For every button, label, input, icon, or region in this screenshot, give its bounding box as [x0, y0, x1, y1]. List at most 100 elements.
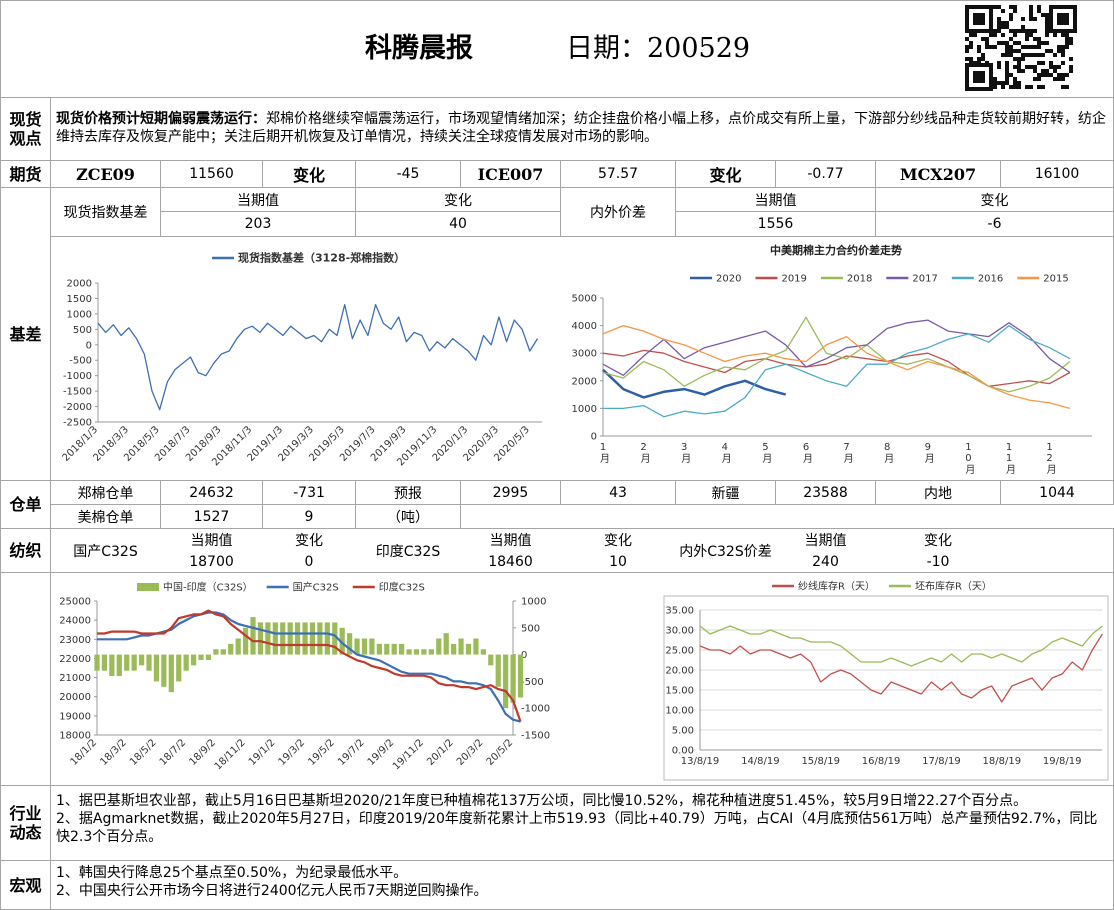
y-tick-label: 10.00 [665, 706, 694, 717]
x-tick-label: 18/11/2 [213, 737, 248, 772]
bar [436, 638, 442, 655]
qr-module [1017, 29, 1021, 33]
legend-label: 2020 [716, 274, 741, 285]
section-label: 仓单 [0, 480, 51, 529]
textile-cell: 变化 [924, 532, 952, 549]
qr-module [1017, 57, 1021, 61]
qr-module [1025, 53, 1029, 57]
y2-tick-label: 500 [521, 623, 540, 634]
x-tick-label: 12月 [1044, 442, 1056, 475]
qr-module [1029, 53, 1033, 57]
legend-label: 2015 [1043, 274, 1068, 285]
bar [198, 654, 204, 660]
y-tick-label: 24000 [59, 616, 91, 627]
bar [153, 654, 160, 682]
qr-module [1045, 29, 1049, 33]
y-tick-label: 2000 [572, 376, 597, 387]
header-frame [0, 0, 1114, 98]
x-tick-label: 7月 [841, 442, 853, 464]
bar [168, 654, 174, 693]
bar [101, 654, 108, 671]
qr-module [1013, 57, 1017, 61]
qr-module [1033, 53, 1037, 57]
y2-tick-label: -1500 [521, 731, 550, 742]
qr-module [1061, 73, 1065, 77]
qr-module [1061, 85, 1065, 89]
section-label: 现货观点 [0, 97, 51, 161]
bar [116, 654, 122, 677]
bar [242, 627, 249, 655]
warehouse-cell: 9 [262, 504, 356, 529]
basis-cell: 1556 [675, 211, 876, 237]
x-tick-label: 13/8/19 [681, 756, 720, 767]
qr-module [1049, 61, 1053, 65]
qr-module [997, 5, 1001, 9]
bar [324, 622, 330, 655]
bar [257, 622, 264, 655]
qr-module [989, 33, 993, 37]
bar [443, 633, 449, 655]
spot-view-text: 现货价格预计短期偏弱震荡运行：郑棉价格继续窄幅震荡运行，市场观望情绪加深；纺企挂… [56, 110, 1108, 146]
x-tick-label: 17/8/19 [922, 756, 961, 767]
qr-module [1013, 77, 1017, 81]
qr-module [1069, 41, 1073, 45]
x-tick-label: 18/7/2 [158, 737, 189, 768]
bar [406, 649, 412, 655]
qr-module [1061, 45, 1065, 49]
qr-module [1037, 77, 1041, 81]
y-tick-label: -2500 [63, 418, 92, 429]
bar [272, 622, 278, 655]
y-tick-label: 0.00 [672, 746, 694, 757]
qr-module [1025, 37, 1029, 41]
qr-module [1013, 49, 1017, 53]
qr-module [1041, 69, 1045, 73]
qr-module [1009, 5, 1013, 9]
qr-module [1045, 21, 1049, 25]
bar [250, 617, 256, 655]
qr-module [1065, 41, 1069, 45]
qr-module [1017, 61, 1021, 65]
news-item: 1、韩国央行降息25个基点至0.50%，为纪录最低水平。 [56, 865, 408, 881]
qr-module [985, 45, 989, 49]
x-tick-label: 2月 [638, 442, 650, 464]
series-line [602, 349, 1071, 387]
x-tick-label: 1月 [598, 442, 610, 464]
x-tick-label: 4月 [719, 442, 731, 464]
series-line [699, 625, 1103, 667]
qr-module [1005, 25, 1009, 29]
qr-module [1033, 17, 1037, 21]
qr-module [1013, 85, 1017, 89]
qr-module [1013, 33, 1017, 37]
warehouse-cell: 新疆 [675, 480, 776, 505]
x-tick-label: 5月 [760, 442, 772, 464]
qr-module [1005, 53, 1009, 57]
qr-module [1033, 77, 1037, 81]
y-tick-label: 23000 [59, 635, 91, 646]
bar [384, 643, 390, 655]
bar [391, 643, 397, 655]
legend-label: 现货指数基差（3128-郑棉指数） [238, 251, 405, 265]
chart-frame [663, 595, 1109, 781]
basis-cell: 当期值 [160, 187, 356, 212]
qr-module [1049, 73, 1053, 77]
qr-module [1029, 9, 1033, 13]
qr-module [1021, 45, 1025, 49]
y2-tick-label: 0 [521, 650, 527, 661]
qr-module [1025, 33, 1029, 37]
x-tick-label: 3月 [679, 442, 691, 464]
series-line [603, 324, 1071, 418]
qr-module [1045, 25, 1049, 29]
y-tick-label: 25000 [59, 597, 91, 608]
qr-module [1001, 25, 1005, 29]
futures-cell: MCX207 [875, 160, 1001, 188]
bar [510, 654, 516, 703]
qr-module [1009, 49, 1013, 53]
qr-module [1033, 37, 1037, 41]
qr-module [997, 25, 1001, 29]
y-tick-label: -2000 [63, 402, 92, 413]
warehouse-cell: 23588 [775, 480, 876, 505]
futures-cell: 57.57 [560, 160, 676, 188]
qr-module [1001, 9, 1005, 13]
warehouse-cell: 1044 [1000, 480, 1114, 505]
bar [361, 638, 368, 655]
